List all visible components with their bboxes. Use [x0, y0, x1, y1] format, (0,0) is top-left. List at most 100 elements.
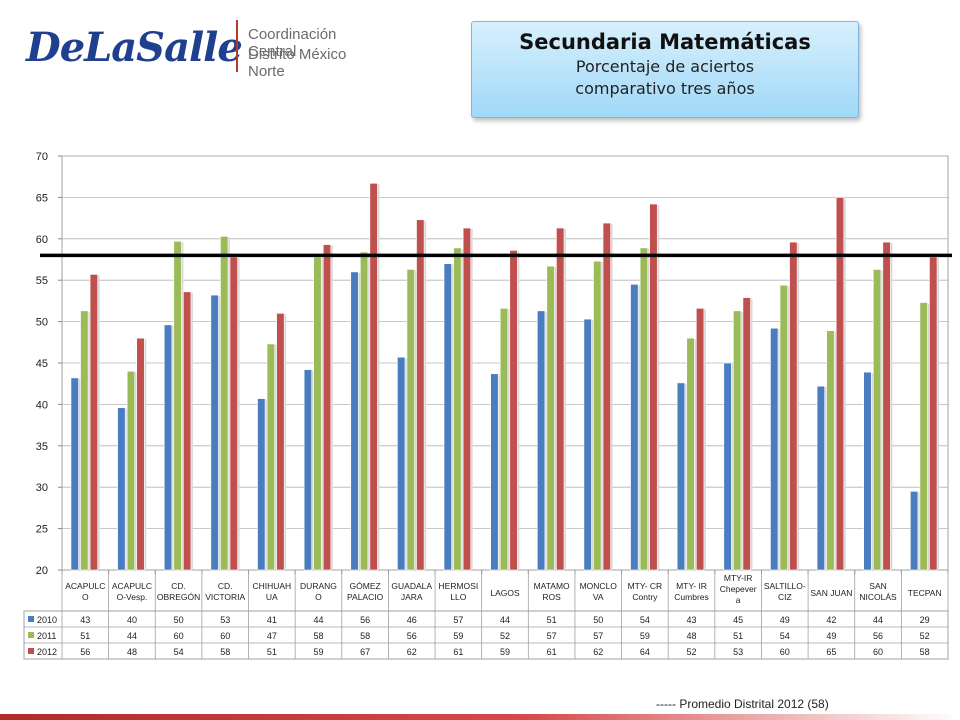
bar-2012-0	[89, 274, 98, 571]
table-cell-value: 48	[127, 647, 137, 657]
y-tick-label: 70	[36, 151, 48, 163]
title-box: Secundaria Matemáticas Porcentaje de aci…	[471, 21, 859, 118]
table-cell-value: 52	[687, 647, 697, 657]
bar-2011-10	[546, 265, 555, 571]
category-label: OBREGÓN	[157, 592, 200, 602]
category-label: MTY- IR	[676, 581, 707, 591]
category-label: NICOLÁS	[859, 592, 897, 602]
bar-2012-14	[742, 297, 751, 571]
data-table	[23, 610, 949, 660]
category-label: TECPAN	[908, 588, 942, 598]
table-cell-value: 45	[733, 615, 743, 625]
table-cell-value: 53	[733, 647, 743, 657]
org-name-line1: Coordinación Central	[248, 26, 337, 60]
table-cell-value: 59	[640, 631, 650, 641]
bar-2012-17	[882, 241, 891, 571]
bar-2012-4	[276, 313, 285, 571]
legend-swatch-2012	[28, 648, 34, 654]
category-label: ACAPULC	[112, 581, 152, 591]
bar-2011-16	[826, 330, 835, 571]
category-label: LAGOS	[490, 588, 520, 598]
bar-2011-2	[173, 240, 182, 571]
table-cell-value: 62	[593, 647, 603, 657]
table-cell-value: 44	[313, 615, 323, 625]
category-label: ROS	[542, 592, 561, 602]
bar-2010-9	[490, 373, 499, 571]
y-tick-label: 60	[36, 234, 48, 246]
table-cell-value: 41	[267, 615, 277, 625]
category-label: LLO	[450, 592, 466, 602]
category-label: CD.	[171, 581, 186, 591]
table-cell-value: 50	[174, 615, 184, 625]
bar-2012-2	[183, 291, 192, 571]
bar-2010-16	[816, 385, 825, 571]
bar-2012-6	[369, 183, 378, 571]
category-label: GÓMEZ	[350, 581, 381, 591]
table-cell-value: 48	[687, 631, 697, 641]
footer-band	[0, 714, 960, 720]
category-label: DURANG	[300, 581, 337, 591]
table-cell-value: 51	[547, 615, 557, 625]
category-label: CHIHUAH	[252, 581, 291, 591]
category-label: UA	[266, 592, 278, 602]
bar-2012-11	[602, 222, 611, 571]
legend-label-2010: 2010	[37, 615, 57, 625]
bar-2010-11	[583, 318, 592, 571]
category-label: O	[82, 592, 89, 602]
table-cell-value: 56	[80, 647, 90, 657]
bar-2011-1	[126, 370, 136, 571]
delasalle-logo: DeLaSalle Coordinación Central Distrito …	[22, 18, 382, 80]
bar-2012-8	[462, 227, 472, 571]
table-cell-value: 54	[780, 631, 790, 641]
legend-swatch-2010	[28, 616, 34, 622]
category-label: CIZ	[778, 592, 792, 602]
org-name-line2: Distrito México Norte	[248, 46, 347, 80]
bar-2012-9	[509, 250, 518, 571]
category-label: GUADALA	[391, 581, 432, 591]
category-label: SAN JUAN	[810, 588, 852, 598]
table-cell-value: 67	[360, 647, 370, 657]
slide-subtitle-line2: comparativo tres años	[575, 79, 755, 98]
bar-2011-11	[593, 260, 602, 571]
table-cell-value: 53	[220, 615, 230, 625]
table-cell-value: 57	[453, 615, 463, 625]
table-cell-value: 59	[453, 631, 463, 641]
bar-2010-6	[350, 271, 359, 571]
y-tick-label: 45	[36, 358, 48, 370]
table-cell-value: 59	[500, 647, 510, 657]
logo-divider	[236, 20, 238, 72]
table-cell-value: 52	[500, 631, 510, 641]
table-cell-value: 56	[360, 615, 370, 625]
table-cell-value: 61	[547, 647, 557, 657]
y-tick-label: 30	[36, 482, 48, 494]
table-cell-value: 60	[873, 647, 883, 657]
table-cell-value: 49	[780, 615, 790, 625]
slide-subtitle-line1: Porcentaje de aciertos	[575, 57, 755, 76]
bar-2011-14	[733, 310, 742, 571]
table-cell-value: 52	[920, 631, 930, 641]
y-tick-label: 20	[36, 565, 48, 577]
bar-2010-17	[863, 371, 872, 571]
category-label: Chepever	[720, 584, 757, 594]
table-cell-value: 44	[500, 615, 510, 625]
table-cell-value: 61	[453, 647, 463, 657]
y-tick-label: 40	[36, 399, 48, 411]
category-label: VICTORIA	[205, 592, 245, 602]
category-label: Contry	[632, 592, 658, 602]
table-cell-value: 51	[733, 631, 743, 641]
table-cell-value: 57	[593, 631, 603, 641]
table-cell-value: 47	[267, 631, 277, 641]
y-tick-label: 25	[36, 524, 48, 536]
bar-2011-18	[919, 302, 928, 571]
bar-2012-3	[229, 256, 238, 571]
y-tick-label: 35	[36, 441, 48, 453]
table-cell-value: 60	[220, 631, 230, 641]
table-cell-value: 43	[80, 615, 90, 625]
table-cell-value: 58	[313, 631, 323, 641]
category-label: MATAMO	[534, 581, 570, 591]
bar-2010-10	[536, 310, 546, 571]
bar-2012-15	[789, 241, 798, 571]
bar-2010-0	[70, 377, 79, 571]
bar-2011-5	[313, 256, 322, 571]
